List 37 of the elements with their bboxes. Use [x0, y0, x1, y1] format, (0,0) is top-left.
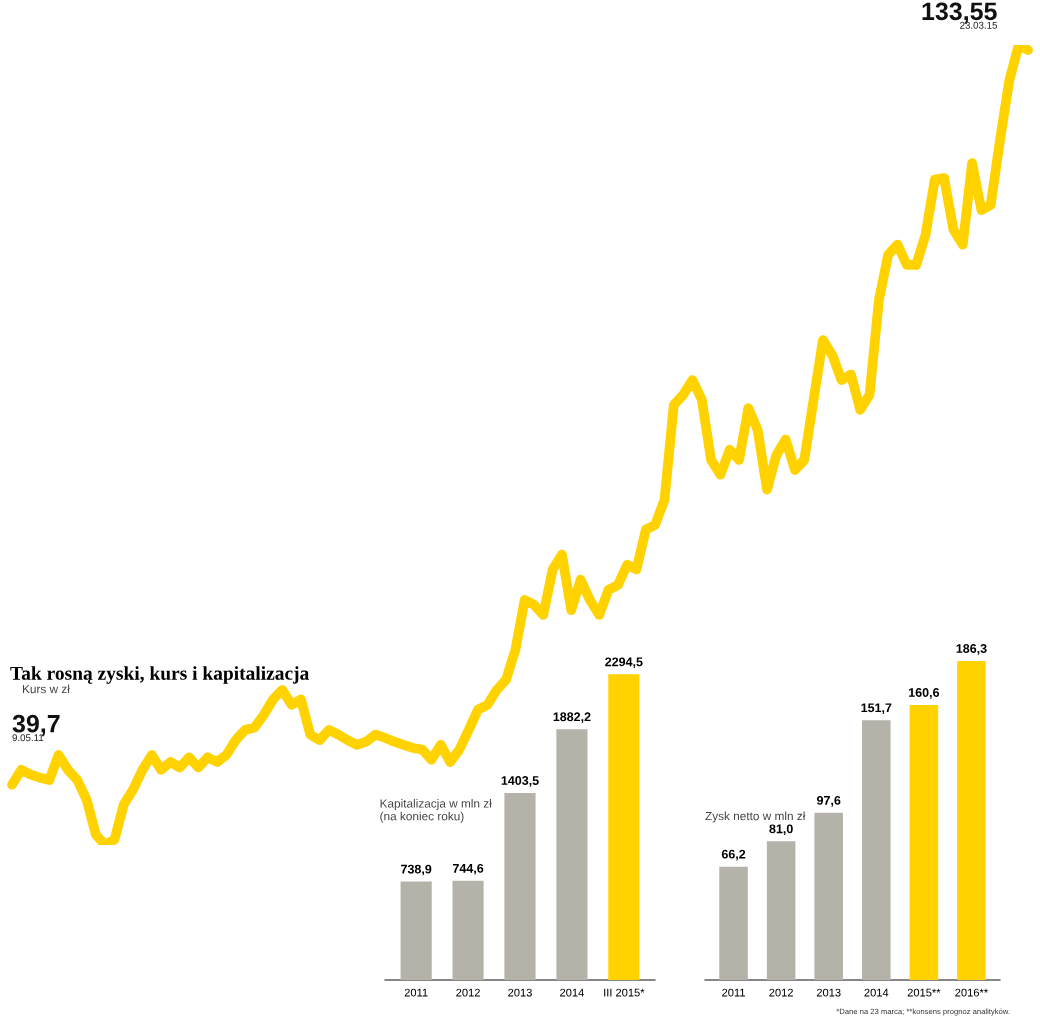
- bar: [504, 793, 536, 980]
- data-label: 66,2: [721, 849, 746, 861]
- x-tick-label: 2013: [816, 988, 841, 997]
- bar: [862, 720, 891, 980]
- x-tick-label: III 2015*: [604, 988, 645, 997]
- x-tick-label: 2012: [769, 988, 793, 997]
- bar: [452, 880, 484, 980]
- data-label: 1882,2: [553, 712, 591, 724]
- data-label: 1403,5: [501, 776, 539, 787]
- x-tick-label: 2015**: [907, 988, 941, 997]
- data-label: 160,6: [909, 688, 940, 699]
- x-tick-label: 2011: [404, 988, 428, 997]
- x-tick-label: 2014: [560, 988, 584, 997]
- data-label: 744,6: [452, 863, 484, 875]
- data-label: 81,0: [769, 824, 793, 836]
- bar: [766, 841, 796, 980]
- bar: [814, 812, 843, 980]
- x-tick-label: 2013: [508, 988, 532, 997]
- bar: [719, 866, 748, 980]
- x-tick-label: 2012: [456, 988, 480, 997]
- bar: [608, 674, 640, 980]
- text: Zysk netto w mln zł: [705, 811, 806, 823]
- x-tick-label: 2011: [722, 988, 745, 997]
- data-label: 738,9: [401, 864, 432, 876]
- data-label: 97,6: [816, 795, 841, 807]
- data-label: 186,3: [956, 644, 987, 655]
- x-tick-label: 2014: [864, 988, 889, 997]
- text: Kurs w zł: [22, 684, 70, 694]
- data-label: 2294,5: [605, 657, 643, 669]
- data-label: 151,7: [861, 703, 892, 714]
- bar: [957, 660, 986, 980]
- bar: [400, 881, 432, 980]
- bar: [556, 729, 588, 980]
- text: Kapitalizacja w mln zł (na koniec roku): [380, 798, 492, 823]
- bar: [909, 704, 939, 980]
- text: Tak rosną zyski, kurs i kapitalizacja: [10, 666, 310, 684]
- x-tick-label: 2016**: [955, 988, 988, 997]
